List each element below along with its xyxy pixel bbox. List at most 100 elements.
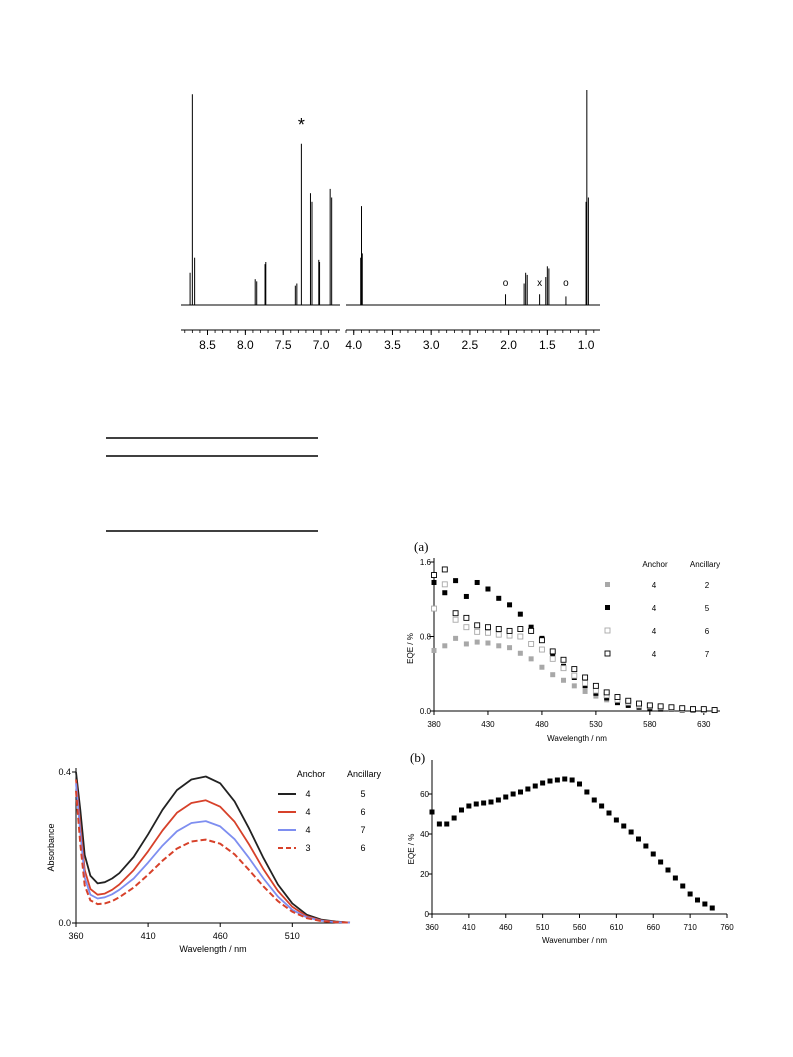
nmr-tick-label: 7.5 xyxy=(275,338,292,352)
nmr-tick-label: 8.0 xyxy=(237,338,254,352)
data-point xyxy=(709,905,715,911)
data-point xyxy=(488,799,494,805)
data-point xyxy=(621,823,627,829)
data-point xyxy=(593,693,599,699)
x-tick-label: 580 xyxy=(643,720,657,729)
legend-anchor-value: 3 xyxy=(305,843,310,853)
x-tick-label: 560 xyxy=(573,923,587,932)
y-axis-title: EQE / % xyxy=(407,834,416,865)
legend-header-ancillary: Ancillary xyxy=(690,560,720,569)
panel-label: (a) xyxy=(414,539,428,554)
nmr-tick-label: 3.0 xyxy=(423,338,440,352)
nmr-tick-label: 7.0 xyxy=(313,338,330,352)
data-point xyxy=(517,633,524,640)
x-tick-label: 610 xyxy=(610,923,624,932)
x-tick-label: 710 xyxy=(683,923,697,932)
data-point xyxy=(560,656,567,663)
absorbance-series-line xyxy=(75,771,351,924)
data-point xyxy=(628,829,634,835)
legend-ancillary-value: 7 xyxy=(360,825,365,835)
data-point xyxy=(495,626,502,632)
eqe-panel-b: (b) 360 410 460 510 560 610 660 710 760 0 20 40 60 Wav… xyxy=(407,750,734,945)
data-point xyxy=(561,677,567,683)
nmr-tick-label: 1.5 xyxy=(539,338,556,352)
data-point xyxy=(591,797,597,803)
nmr-tick-label: 2.0 xyxy=(500,338,517,352)
data-point xyxy=(463,641,469,647)
data-point xyxy=(463,593,469,599)
data-point xyxy=(528,627,535,634)
x-tick-label: 530 xyxy=(589,720,603,729)
data-point xyxy=(518,789,523,795)
data-point xyxy=(711,707,718,714)
absorbance-series-line xyxy=(75,783,351,924)
data-point xyxy=(485,586,491,592)
x-tick-label: 410 xyxy=(462,923,476,932)
data-point xyxy=(532,783,538,789)
legend-ancillary-value: 6 xyxy=(360,807,365,817)
x-tick-label: 760 xyxy=(720,923,734,932)
data-point xyxy=(496,595,502,601)
data-point xyxy=(562,776,568,782)
data-point xyxy=(452,610,459,617)
data-point xyxy=(672,875,678,881)
data-point xyxy=(517,611,523,617)
data-point xyxy=(528,641,535,647)
x-tick-label: 460 xyxy=(213,931,228,941)
x-tick-label: 630 xyxy=(697,720,711,729)
nmr-tick-label: 4.0 xyxy=(345,338,362,352)
legend-ancillary-value: 2 xyxy=(705,581,710,590)
data-point xyxy=(517,650,523,656)
data-point xyxy=(582,674,589,681)
data-point xyxy=(571,683,577,689)
data-point xyxy=(650,851,656,857)
data-point xyxy=(459,807,464,813)
data-point xyxy=(549,648,556,655)
data-point xyxy=(658,859,664,865)
nmr-tick-label: 3.5 xyxy=(384,338,401,352)
legend-anchor-value: 4 xyxy=(305,789,310,799)
data-point xyxy=(538,646,545,653)
data-point xyxy=(436,821,442,827)
x-tick-label: 430 xyxy=(481,720,495,729)
legend-marker xyxy=(604,627,611,634)
data-point xyxy=(474,579,480,585)
legend-ancillary-value: 5 xyxy=(705,604,710,613)
legend-anchor-value: 4 xyxy=(652,604,657,613)
data-point xyxy=(554,777,560,783)
x-tick-label: 360 xyxy=(425,923,439,932)
data-point xyxy=(547,778,553,784)
data-point xyxy=(507,602,513,608)
absorbance-series-line xyxy=(75,779,351,924)
panel-label: (b) xyxy=(410,750,425,765)
nmr-spectrum: * o x o 8.5 8.0 7.5 7.0 4.0 3.5 3.0 2.5 2.0 1.5 1.0 xyxy=(181,90,600,352)
data-point xyxy=(613,817,619,823)
data-point xyxy=(466,803,472,809)
legend-header-ancillary: Ancillary xyxy=(347,769,382,779)
data-point xyxy=(603,689,610,696)
legend-anchor-value: 4 xyxy=(305,825,310,835)
legend-anchor-value: 4 xyxy=(652,650,657,659)
data-point xyxy=(636,836,641,842)
data-point xyxy=(442,643,448,649)
nmr-annotation: o xyxy=(503,278,509,289)
data-point xyxy=(690,706,696,713)
data-point xyxy=(528,624,534,630)
data-point xyxy=(444,821,450,827)
data-point xyxy=(695,897,700,903)
legend-ancillary-value: 6 xyxy=(705,627,710,636)
data-point xyxy=(550,652,556,658)
y-tick-label: 1.6 xyxy=(420,558,432,567)
x-tick-label: 410 xyxy=(141,931,156,941)
data-point xyxy=(431,579,437,585)
y-tick-label: 60 xyxy=(420,790,429,799)
x-tick-label: 510 xyxy=(285,931,300,941)
data-point xyxy=(625,697,632,704)
data-point xyxy=(495,797,501,803)
data-point xyxy=(431,647,437,653)
data-point xyxy=(474,622,481,629)
data-point xyxy=(614,694,621,700)
data-point xyxy=(700,706,707,713)
nmr-annotation: * xyxy=(298,115,305,135)
data-point xyxy=(485,640,491,646)
